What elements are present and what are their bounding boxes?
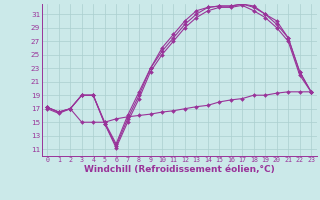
X-axis label: Windchill (Refroidissement éolien,°C): Windchill (Refroidissement éolien,°C) <box>84 165 275 174</box>
